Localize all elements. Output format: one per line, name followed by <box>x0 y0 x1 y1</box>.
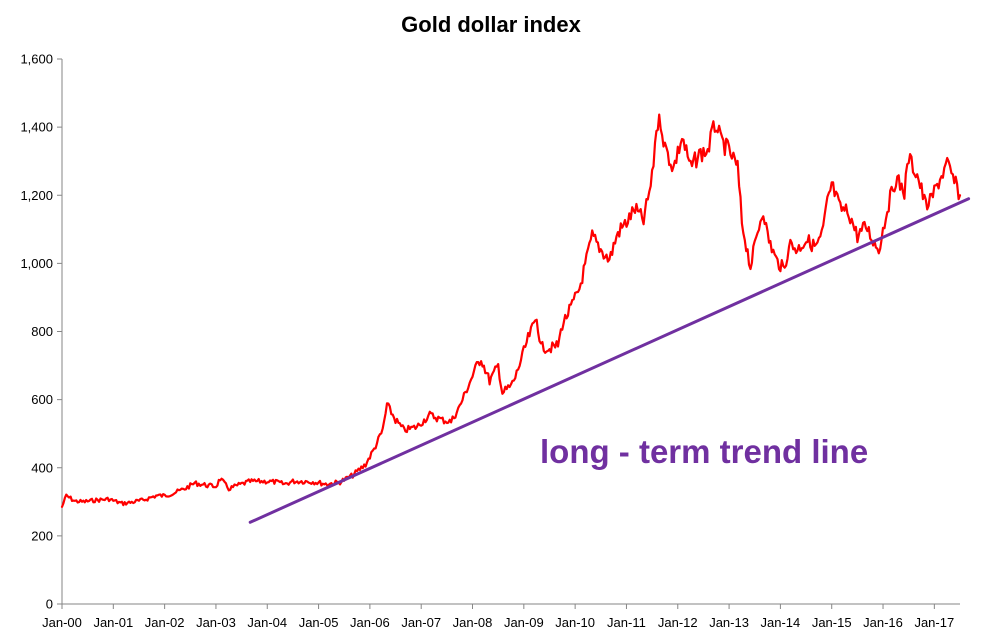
axes: 0 200 400 600 800 1,000 1,200 1,400 1,600 Jan-00 J… <box>20 52 960 630</box>
x-tick-label: Jan-04 <box>247 615 287 630</box>
x-tick-label: Jan-00 <box>42 615 82 630</box>
x-tick-label: Jan-13 <box>709 615 749 630</box>
y-tick-label: 0 <box>46 597 53 612</box>
x-tick-label: Jan-10 <box>555 615 595 630</box>
y-tick-label: 400 <box>31 460 53 475</box>
x-tick-label: Jan-01 <box>93 615 133 630</box>
x-tick-label: Jan-11 <box>607 615 646 630</box>
y-tick-label: 1,000 <box>20 256 53 271</box>
gold-index-series-line <box>60 113 962 508</box>
y-tick-label: 1,400 <box>20 120 53 135</box>
x-tick-label: Jan-05 <box>299 615 339 630</box>
x-tick-label: Jan-16 <box>863 615 903 630</box>
x-tick-label: Jan-14 <box>761 615 801 630</box>
x-tick-label: Jan-12 <box>658 615 698 630</box>
x-tick-label: Jan-06 <box>350 615 390 630</box>
x-tick-label: Jan-09 <box>504 615 544 630</box>
series-layer <box>60 113 971 524</box>
y-tick-label: 1,600 <box>20 52 53 67</box>
x-tick-label: Jan-03 <box>196 615 236 630</box>
chart-title: Gold dollar index <box>401 12 581 37</box>
y-tick-label: 600 <box>31 392 53 407</box>
x-tick-label: Jan-07 <box>401 615 441 630</box>
trend-line <box>248 197 971 524</box>
x-tick-label: Jan-08 <box>453 615 493 630</box>
y-tick-label: 800 <box>31 324 53 339</box>
x-tick-label: Jan-15 <box>812 615 852 630</box>
y-tick-label: 1,200 <box>20 188 53 203</box>
y-tick-label: 200 <box>31 528 53 543</box>
x-tick-label: Jan-02 <box>145 615 185 630</box>
trend-line-annotation: long - term trend line <box>540 433 868 470</box>
x-tick-label: Jan-17 <box>914 615 954 630</box>
